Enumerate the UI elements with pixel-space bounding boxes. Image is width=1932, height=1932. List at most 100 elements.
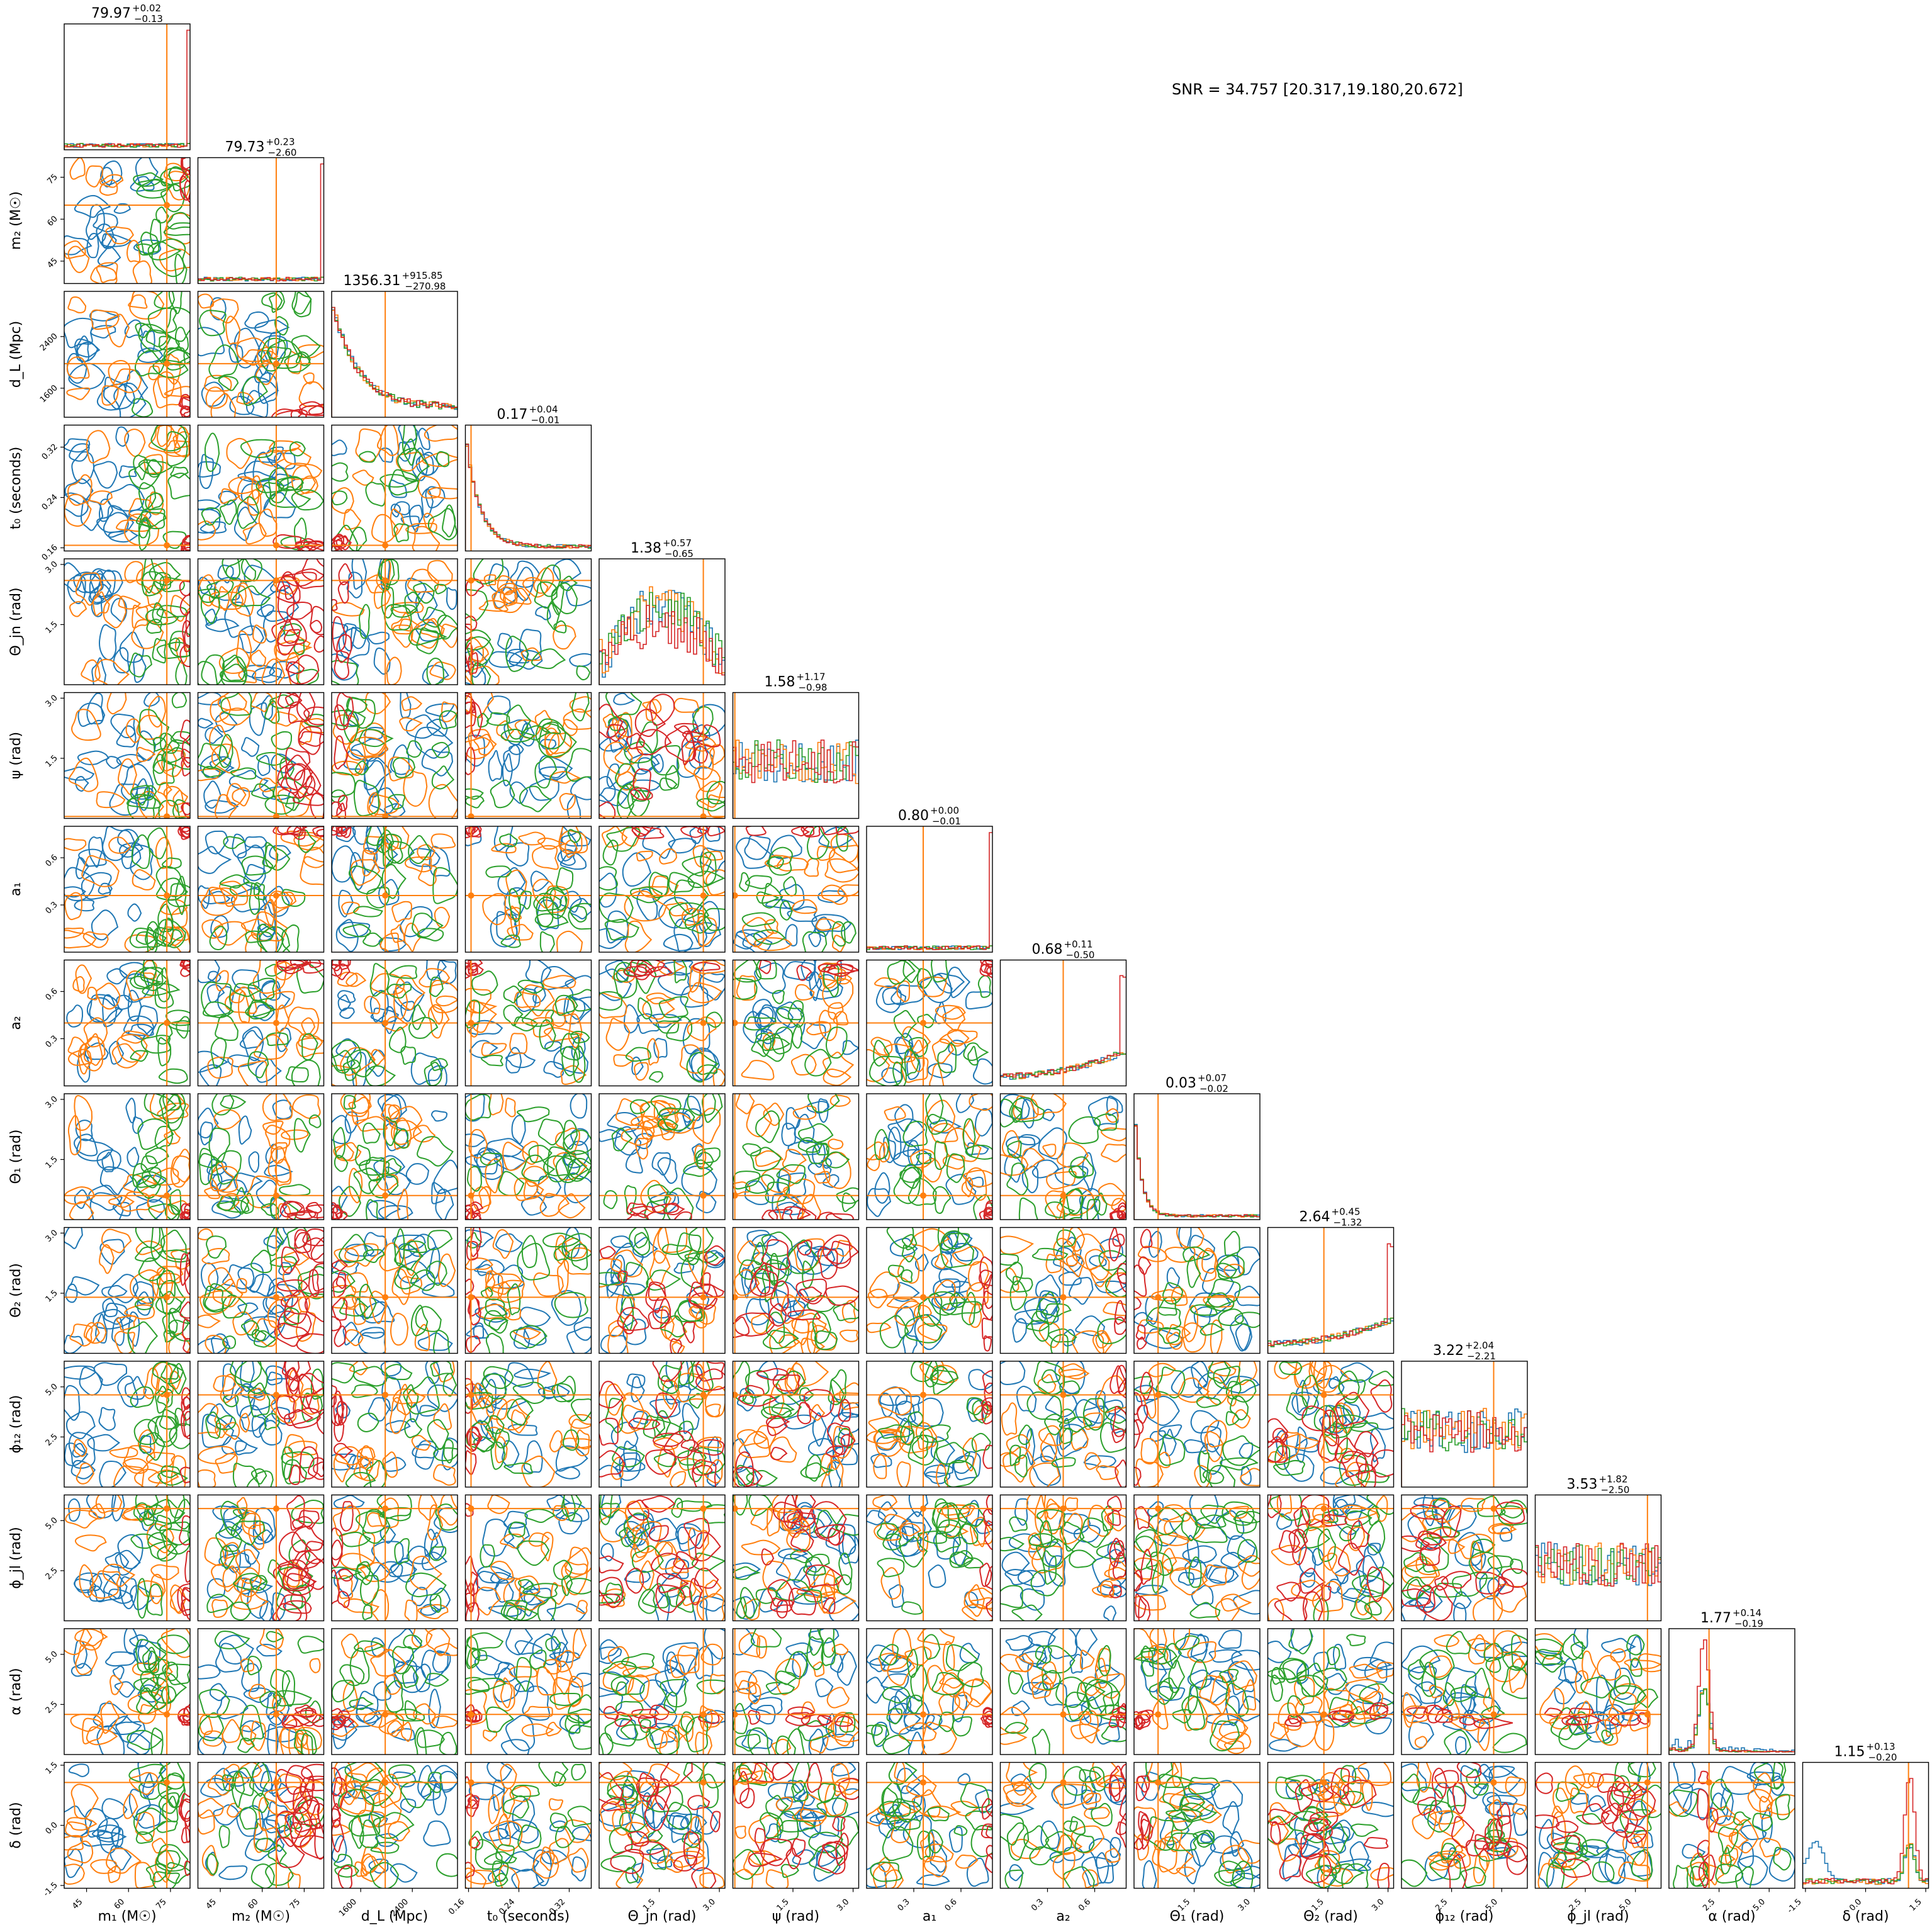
contour-series-2 — [1172, 1710, 1191, 1723]
contour-series-1 — [304, 848, 329, 868]
contour-series-2 — [1069, 1117, 1100, 1143]
contour-series-1 — [74, 1439, 87, 1456]
contour-series-1 — [113, 1044, 140, 1068]
contour-series-2 — [606, 683, 641, 717]
contour-series-1 — [928, 1665, 945, 1692]
contour-series-0 — [75, 1190, 88, 1208]
contour-series-2 — [164, 223, 199, 235]
contour-series-1 — [349, 729, 386, 756]
contour-series-0 — [1179, 1223, 1191, 1249]
contour-series-2 — [1444, 1731, 1471, 1760]
contour-series-0 — [571, 1093, 587, 1118]
contour-series-0 — [204, 781, 221, 808]
contour-series-3 — [1135, 1507, 1149, 1529]
truth-point — [273, 1294, 279, 1300]
panel-a1-a1 — [867, 826, 992, 952]
contour-series-2 — [918, 1014, 934, 1028]
contour-series-2 — [698, 1065, 717, 1074]
contour-series-3 — [710, 1812, 720, 1832]
contour-series-2 — [572, 689, 589, 721]
panel-theta1-theta1 — [1134, 1094, 1260, 1220]
contour-series-2 — [298, 1636, 328, 1653]
contour-series-1 — [196, 1470, 215, 1488]
panel-frame — [466, 425, 592, 551]
contour-series-1 — [953, 1247, 984, 1265]
contour-series-3 — [1303, 1592, 1322, 1628]
contour-series-0 — [92, 910, 118, 940]
contour-series-3 — [315, 636, 327, 652]
contour-series-1 — [831, 1095, 850, 1106]
contour-series-0 — [570, 654, 593, 666]
contour-series-0 — [706, 1710, 730, 1723]
contour-series-1 — [418, 1492, 437, 1520]
contour-series-2 — [146, 1500, 184, 1524]
contour-series-0 — [1334, 1644, 1345, 1670]
contour-series-3 — [300, 1836, 335, 1858]
contour-series-0 — [257, 605, 274, 616]
contour-series-0 — [381, 1361, 402, 1376]
panel-phi12-phi12 — [1401, 1361, 1527, 1487]
title-m2: 79.73 +0.23 −2.60 — [225, 137, 297, 159]
contour-series-0 — [264, 493, 295, 518]
contour-series-1 — [222, 1720, 240, 1743]
panel-dL-dL — [332, 291, 458, 417]
contour-series-1 — [936, 1464, 948, 1492]
contour-series-2 — [1031, 1570, 1064, 1595]
panel-dL-m2 — [192, 283, 334, 424]
contour-series-0 — [67, 1005, 82, 1027]
contour-series-1 — [350, 1360, 368, 1375]
truth-point — [700, 1711, 707, 1717]
contour-series-3 — [1130, 1298, 1141, 1310]
contour-series-1 — [546, 1722, 561, 1736]
contour-series-2 — [571, 1765, 585, 1780]
panel-alpha-phijl — [1530, 1620, 1669, 1755]
contour-series-1 — [334, 1505, 360, 1536]
contour-series-0 — [103, 1299, 117, 1317]
contour-series-3 — [1318, 1432, 1339, 1461]
contour-series-0 — [207, 985, 224, 1003]
contour-series-1 — [133, 261, 152, 286]
truth-point — [164, 1711, 170, 1717]
panel-theta_jn-t0 — [456, 553, 597, 691]
panel-phijl-theta1 — [1128, 1488, 1268, 1629]
contour-series-1 — [72, 1784, 98, 1819]
contour-series-0 — [99, 1408, 115, 1430]
contour-series-2 — [486, 1707, 514, 1733]
truth-point — [920, 1505, 926, 1512]
contour-series-1 — [126, 719, 140, 742]
truth-point — [164, 1779, 170, 1785]
panel-theta2-theta2 — [1268, 1228, 1394, 1354]
title-t0: 0.17 +0.04 −0.01 — [497, 404, 560, 426]
contour-series-0 — [570, 899, 594, 919]
contour-series-1 — [1325, 1688, 1349, 1710]
contour-series-0 — [240, 1030, 263, 1048]
contour-series-3 — [328, 1317, 340, 1330]
contour-series-0 — [875, 1173, 889, 1203]
contour-series-2 — [535, 757, 556, 788]
hist-theta1-series-1 — [1134, 1126, 1260, 1220]
contour-series-2 — [1235, 1312, 1261, 1327]
panel-frame — [733, 1629, 859, 1755]
truth-point — [1321, 1392, 1327, 1398]
contour-series-1 — [495, 1437, 507, 1463]
contour-series-2 — [268, 1845, 286, 1864]
contour-series-1 — [887, 1298, 918, 1308]
truth-point — [164, 361, 170, 367]
contour-series-2 — [157, 1390, 172, 1407]
contour-series-0 — [144, 692, 159, 706]
hist-t0-series-3 — [466, 444, 592, 551]
contour-series-2 — [604, 1191, 617, 1208]
contour-series-0 — [252, 668, 282, 683]
contour-series-0 — [553, 559, 580, 583]
contour-series-1 — [69, 1116, 81, 1155]
contour-series-2 — [271, 1670, 289, 1697]
panel-delta-theta_jn: 1.5 3.0 — [595, 1758, 729, 1913]
panel-a2-dL — [325, 949, 461, 1092]
title-m1: 79.97 +0.02 −0.13 — [91, 3, 163, 25]
contour-series-0 — [206, 619, 238, 631]
contour-series-1 — [742, 1060, 774, 1080]
contour-series-0 — [1219, 1630, 1242, 1648]
contour-series-0 — [192, 327, 224, 356]
truth-point — [273, 1711, 279, 1717]
contour-series-2 — [880, 1316, 909, 1348]
